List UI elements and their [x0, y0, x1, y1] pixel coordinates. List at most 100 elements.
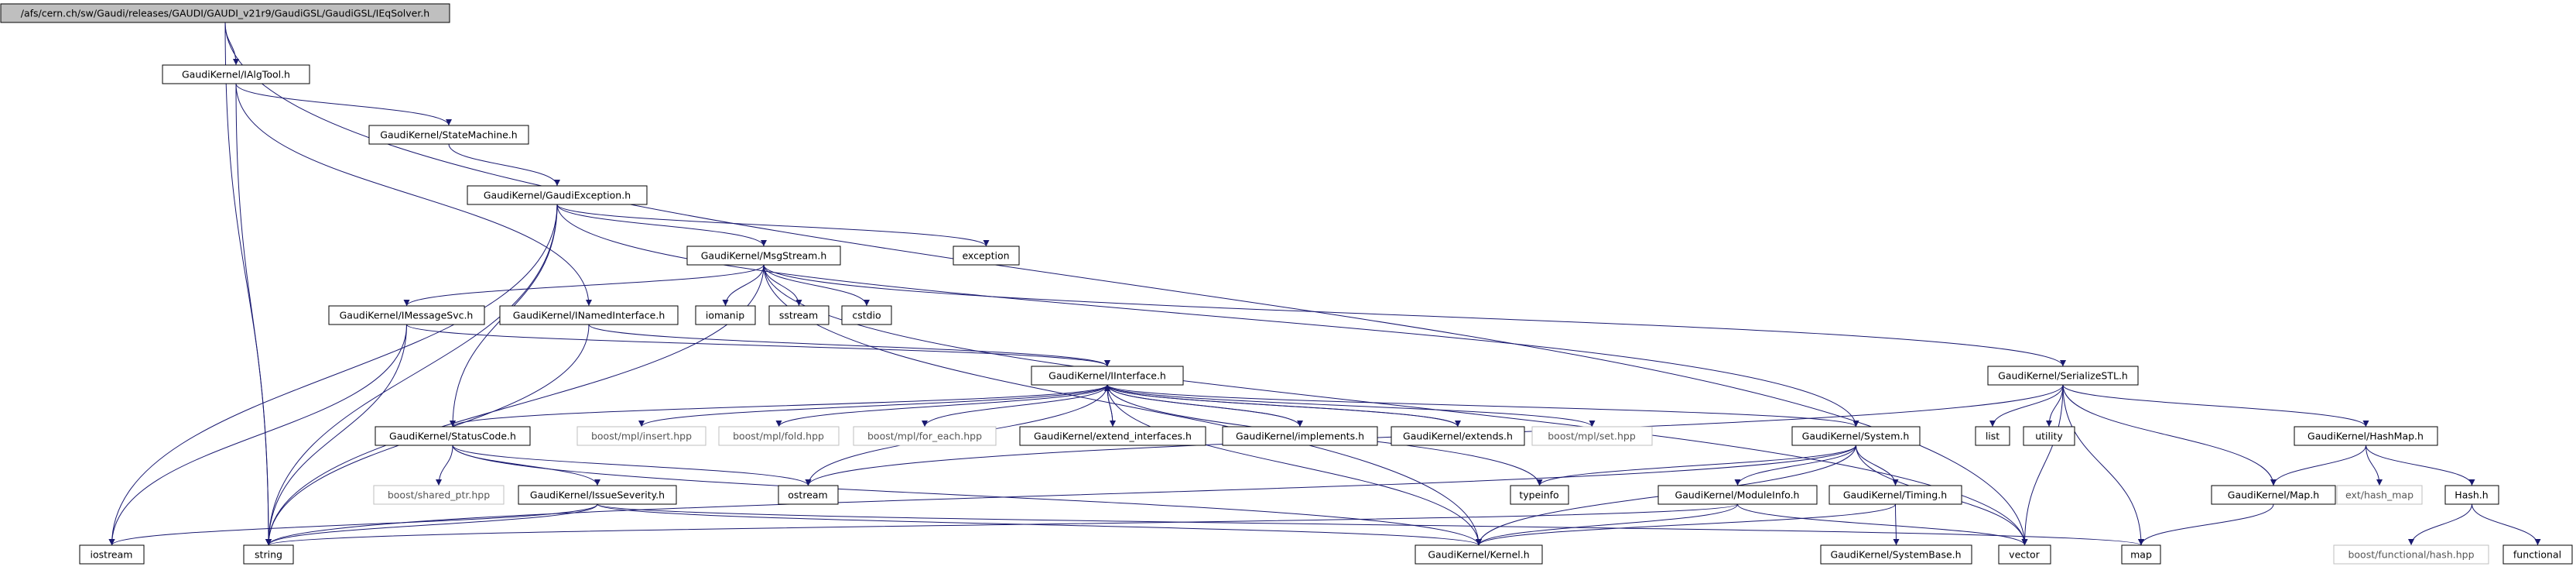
svg-text:/afs/cern.ch/sw/Gaudi/releases: /afs/cern.ch/sw/Gaudi/releases/GAUDI/GAU… — [21, 8, 429, 19]
node-extend-interfaces[interactable]: GaudiKernel/extend_interfaces.h — [1019, 426, 1206, 446]
include-edge-serializestl-to-vector — [2021, 384, 2064, 546]
node-msgstream[interactable]: GaudiKernel/MsgStream.h — [686, 246, 841, 266]
node-moduleinfo[interactable]: GaudiKernel/ModuleInfo.h — [1657, 485, 1818, 505]
svg-text:typeinfo: typeinfo — [1519, 489, 1558, 501]
svg-text:GaudiKernel/INamedInterface.h: GaudiKernel/INamedInterface.h — [513, 310, 665, 321]
include-edge-moduleinfo-to-string — [265, 503, 1738, 546]
include-edge-issueseverity-to-kernel — [597, 503, 1482, 546]
node-serializestl[interactable]: GaudiKernel/SerializeSTL.h — [1987, 366, 2139, 386]
include-edge-hashmap-to-map_h — [2270, 445, 2366, 486]
svg-text:boost/mpl/set.hpp: boost/mpl/set.hpp — [1548, 431, 1636, 442]
include-edge-gaudiexception-to-string — [265, 204, 558, 546]
svg-text:GaudiKernel/SerializeSTL.h: GaudiKernel/SerializeSTL.h — [1998, 370, 2128, 382]
include-edge-hash_h-to-boost_hash — [2408, 503, 2472, 546]
svg-text:iostream: iostream — [91, 549, 133, 561]
include-edge-ialgtool-to-string — [235, 83, 272, 546]
node-system[interactable]: GaudiKernel/System.h — [1791, 426, 1921, 446]
node-ostream[interactable]: ostream — [778, 485, 839, 505]
node-extends[interactable]: GaudiKernel/extends.h — [1391, 426, 1525, 446]
node-functional[interactable]: functional — [2502, 544, 2573, 565]
node-list[interactable]: list — [1975, 426, 2010, 446]
include-edge-system-to-string — [265, 445, 1856, 546]
svg-text:boost/shared_ptr.hpp: boost/shared_ptr.hpp — [388, 489, 490, 501]
node-iomanip[interactable]: iomanip — [695, 305, 756, 325]
node-boost-fold[interactable]: boost/mpl/fold.hpp — [718, 426, 840, 446]
node-boost-set[interactable]: boost/mpl/set.hpp — [1531, 426, 1653, 446]
node-cstdio[interactable]: cstdio — [841, 305, 892, 325]
svg-text:GaudiKernel/Kernel.h: GaudiKernel/Kernel.h — [1428, 549, 1529, 561]
node-hash-h[interactable]: Hash.h — [2444, 485, 2499, 505]
node-imessagesvc[interactable]: GaudiKernel/IMessageSvc.h — [328, 305, 485, 325]
include-edge-statuscode-to-boost_shared_ptr — [436, 445, 453, 486]
svg-text:vector: vector — [2009, 549, 2041, 561]
include-edge-root-to-string — [224, 22, 272, 546]
svg-text:GaudiKernel/GaudiException.h: GaudiKernel/GaudiException.h — [484, 190, 631, 201]
node-exception[interactable]: exception — [953, 246, 1020, 266]
node-sstream[interactable]: sstream — [768, 305, 830, 325]
svg-text:GaudiKernel/SystemBase.h: GaudiKernel/SystemBase.h — [1830, 549, 1961, 561]
node-ext-hash-map[interactable]: ext/hash_map — [2336, 485, 2423, 505]
svg-text:exception: exception — [962, 250, 1009, 262]
node-systembase[interactable]: GaudiKernel/SystemBase.h — [1820, 544, 1972, 565]
include-edge-system-to-moduleinfo — [1734, 445, 1856, 486]
node-iostream[interactable]: iostream — [79, 544, 145, 565]
svg-text:GaudiKernel/MsgStream.h: GaudiKernel/MsgStream.h — [701, 250, 827, 262]
include-edge-iinterface-to-kernel — [1107, 384, 1482, 546]
node-iinterface[interactable]: GaudiKernel/IInterface.h — [1031, 366, 1184, 386]
node-timing[interactable]: GaudiKernel/Timing.h — [1829, 485, 1962, 505]
include-edge-msgstream-to-cstdio — [763, 264, 870, 307]
node-vector[interactable]: vector — [1998, 544, 2051, 565]
include-edge-msgstream-to-imessagesvc — [403, 264, 765, 307]
include-edge-extends-to-iinterface — [1104, 384, 1459, 428]
node-statuscode[interactable]: GaudiKernel/StatusCode.h — [375, 426, 531, 446]
node-utility[interactable]: utility — [2023, 426, 2075, 446]
include-edge-serializestl-to-hashmap — [2062, 384, 2369, 428]
svg-text:boost/mpl/fold.hpp: boost/mpl/fold.hpp — [733, 431, 824, 442]
svg-text:GaudiKernel/implements.h: GaudiKernel/implements.h — [1236, 431, 1364, 442]
node-string[interactable]: string — [243, 544, 294, 565]
svg-text:GaudiKernel/IInterface.h: GaudiKernel/IInterface.h — [1049, 370, 1166, 382]
include-edge-moduleinfo-to-kernel — [1476, 503, 1738, 546]
node-map[interactable]: map — [2121, 544, 2161, 565]
include-edge-hashmap-to-ext_hash_map — [2366, 445, 2383, 486]
node-ialgtool[interactable]: GaudiKernel/IAlgTool.h — [162, 64, 310, 84]
node-hashmap[interactable]: GaudiKernel/HashMap.h — [2294, 426, 2438, 446]
svg-text:map: map — [2130, 549, 2152, 561]
svg-text:ext/hash_map: ext/hash_map — [2345, 489, 2414, 501]
node-root[interactable]: /afs/cern.ch/sw/Gaudi/releases/GAUDI/GAU… — [0, 3, 450, 23]
node-issueseverity[interactable]: GaudiKernel/IssueSeverity.h — [518, 485, 677, 505]
include-edge-statemachine-to-gaudiexception — [448, 143, 560, 187]
include-edge-ialgtool-to-statemachine — [235, 83, 452, 126]
include-edge-statuscode-to-ostream — [452, 445, 812, 486]
node-gaudiexception[interactable]: GaudiKernel/GaudiException.h — [467, 185, 648, 205]
include-edge-gaudiexception-to-iostream — [108, 204, 558, 546]
node-implements[interactable]: GaudiKernel/implements.h — [1222, 426, 1378, 446]
svg-text:boost/mpl/for_each.hpp: boost/mpl/for_each.hpp — [867, 431, 982, 442]
svg-text:GaudiKernel/StatusCode.h: GaudiKernel/StatusCode.h — [389, 431, 516, 442]
include-edge-timing-to-kernel — [1476, 503, 1896, 546]
node-boost-foreach[interactable]: boost/mpl/for_each.hpp — [853, 426, 997, 446]
node-kernel[interactable]: GaudiKernel/Kernel.h — [1415, 544, 1543, 565]
node-map-h[interactable]: GaudiKernel/Map.h — [2211, 485, 2336, 505]
include-edge-root-to-ialgtool — [224, 22, 239, 66]
svg-text:GaudiKernel/IAlgTool.h: GaudiKernel/IAlgTool.h — [182, 69, 290, 81]
node-boost-hash[interactable]: boost/functional/hash.hpp — [2333, 544, 2489, 565]
node-inamedinterface[interactable]: GaudiKernel/INamedInterface.h — [499, 305, 679, 325]
svg-text:GaudiKernel/extends.h: GaudiKernel/extends.h — [1403, 431, 1513, 442]
include-edge-gaudiexception-to-exception — [556, 204, 990, 247]
include-edge-root-to-vector — [224, 22, 2028, 546]
svg-text:functional: functional — [2513, 549, 2561, 561]
include-edge-msgstream-to-serializestl — [763, 264, 2066, 367]
include-edge-gaudiexception-to-msgstream — [556, 204, 767, 247]
node-statemachine[interactable]: GaudiKernel/StateMachine.h — [368, 125, 529, 145]
include-edge-iinterface-to-boost_foreach — [922, 384, 1108, 428]
svg-text:GaudiKernel/Timing.h: GaudiKernel/Timing.h — [1843, 489, 1947, 501]
node-typeinfo[interactable]: typeinfo — [1510, 485, 1569, 505]
include-edge-ialgtool-to-inamedinterface — [235, 83, 592, 307]
include-edge-statuscode-to-kernel — [452, 445, 1482, 546]
include-edge-gaudiexception-to-system — [556, 204, 1859, 428]
include-edge-imessagesvc-to-iostream — [108, 324, 407, 546]
node-boost-insert[interactable]: boost/mpl/insert.hpp — [576, 426, 706, 446]
node-boost-shared-ptr[interactable]: boost/shared_ptr.hpp — [373, 485, 505, 505]
include-edge-hash_h-to-functional — [2472, 503, 2541, 546]
